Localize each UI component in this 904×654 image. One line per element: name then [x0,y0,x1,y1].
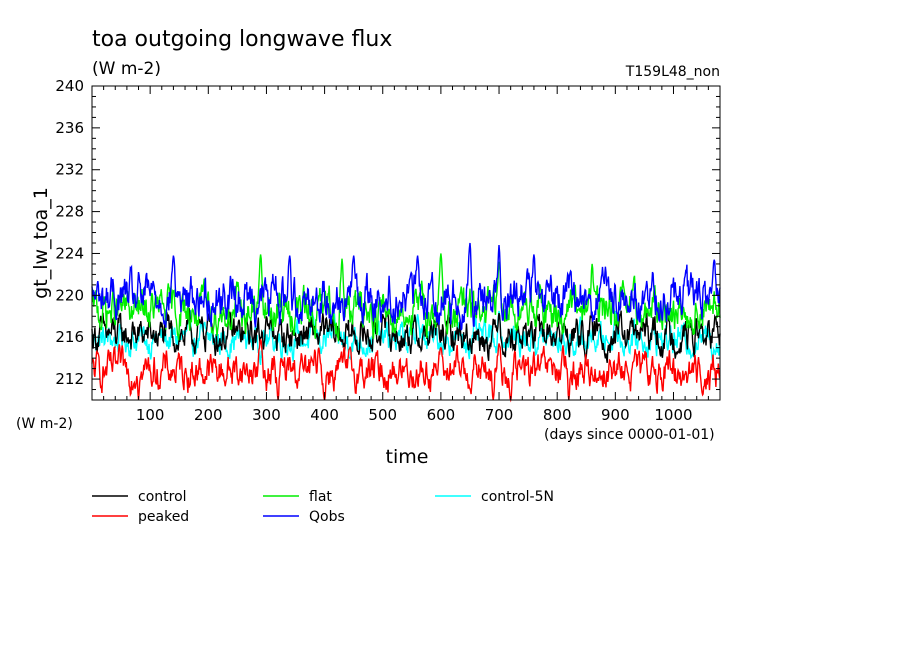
y-axis-label: gt_lw_toa_1 [30,187,52,299]
y-tick-label: 212 [55,370,84,388]
chart-subtitle: (W m-2) [92,59,161,79]
series-line-flat [91,253,721,342]
run-label: T159L48_non [625,64,720,80]
x-axis-label: time [386,446,429,468]
y-tick-label: 216 [55,328,84,346]
x-tick-label: 300 [252,406,281,424]
y-tick-label: 240 [55,77,84,95]
legend-label-qobs: Qobs [309,509,345,525]
series-line-qobs [91,242,721,331]
x-tick-label: 900 [601,406,630,424]
axis-ticks: 100 200 300 400 500 600 700 800 900 1000 212 216 220… [55,77,720,424]
chart-title: toa outgoing longwave flux [92,27,392,52]
y-tick-label: 232 [55,161,84,179]
x-tick-label: 500 [368,406,397,424]
x-tick-label: 700 [485,406,514,424]
y-tick-label: 224 [55,244,84,262]
legend-label-control: control [138,489,187,505]
y-tick-label: 236 [55,119,84,137]
x-tick-label: 400 [310,406,339,424]
x-tick-label: 800 [543,406,572,424]
y-tick-label: 220 [55,286,84,304]
x-tick-label: 600 [427,406,456,424]
x-tick-label: 1000 [654,406,692,424]
series-line-peaked [91,339,721,403]
x-tick-label: 100 [136,406,165,424]
y-tick-label: 228 [55,203,84,221]
x-axis-unit: (days since 0000-01-01) [544,427,715,443]
series-line-control [91,307,721,363]
y-axis-unit: (W m-2) [16,416,73,432]
plot-series [91,242,721,403]
legend-label-flat: flat [309,489,332,505]
plot-frame [91,85,721,401]
legend: control peaked flat Qobs control-5N [92,489,554,525]
legend-label-peaked: peaked [138,509,189,525]
x-tick-label: 200 [194,406,223,424]
legend-label-control-5n: control-5N [481,489,554,505]
